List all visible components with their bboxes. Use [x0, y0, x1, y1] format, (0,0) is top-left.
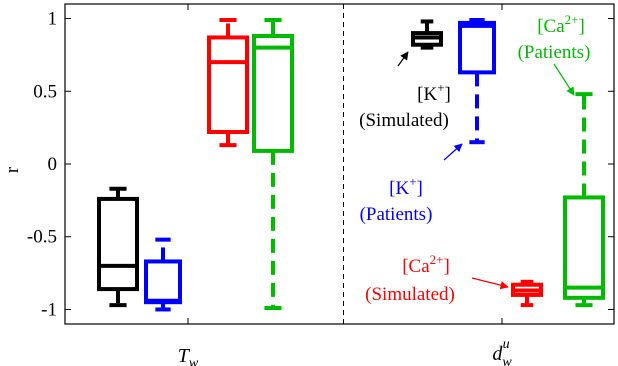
y-tick-label: 0.5: [33, 81, 57, 102]
annotation-k-patients: [K+] (Patients): [360, 143, 463, 225]
box-ca-sim-g0-box: [207, 35, 249, 134]
svg-text:(Patients): (Patients): [518, 42, 591, 63]
x-category-label-dwu: dwu: [492, 337, 512, 366]
y-tick-label: -0.5: [27, 227, 57, 248]
svg-text:[K+]: [K+]: [417, 80, 451, 105]
box-k-pat-g1-box: [458, 20, 496, 75]
svg-text:[K+]: [K+]: [389, 174, 423, 199]
annotation-ca-simulated: [Ca2+] (Simulated): [365, 252, 509, 305]
y-tick-label: 0: [48, 154, 58, 175]
annotation-arrow-k-simulated: [397, 51, 409, 67]
svg-text:[Ca2+]: [Ca2+]: [537, 12, 585, 37]
y-tick-label: 1: [48, 9, 58, 30]
annotation-arrow-ca-patients: [553, 63, 575, 96]
box-k-pat-g0-box: [144, 259, 182, 305]
annotation-k-simulated: [K+] (Simulated): [359, 51, 451, 131]
svg-text:(Patients): (Patients): [360, 204, 433, 225]
y-axis-label: r: [2, 166, 23, 173]
y-tick-label: -1: [41, 299, 57, 320]
box-ca-pat-g1-box: [563, 195, 605, 300]
box-ca-pat-g0-box: [252, 34, 294, 153]
svg-text:(Simulated): (Simulated): [359, 110, 449, 131]
box-k-sim-g0-box: [97, 196, 139, 292]
svg-text:(Simulated): (Simulated): [365, 284, 455, 305]
annotation-arrow-k-patients: [443, 143, 463, 161]
annotation-ca-patients: [Ca2+] (Patients): [518, 12, 591, 96]
annotation-arrow-ca-simulated: [471, 277, 509, 290]
x-category-label-tw: Tw: [178, 345, 199, 366]
svg-text:[Ca2+]: [Ca2+]: [402, 252, 450, 277]
